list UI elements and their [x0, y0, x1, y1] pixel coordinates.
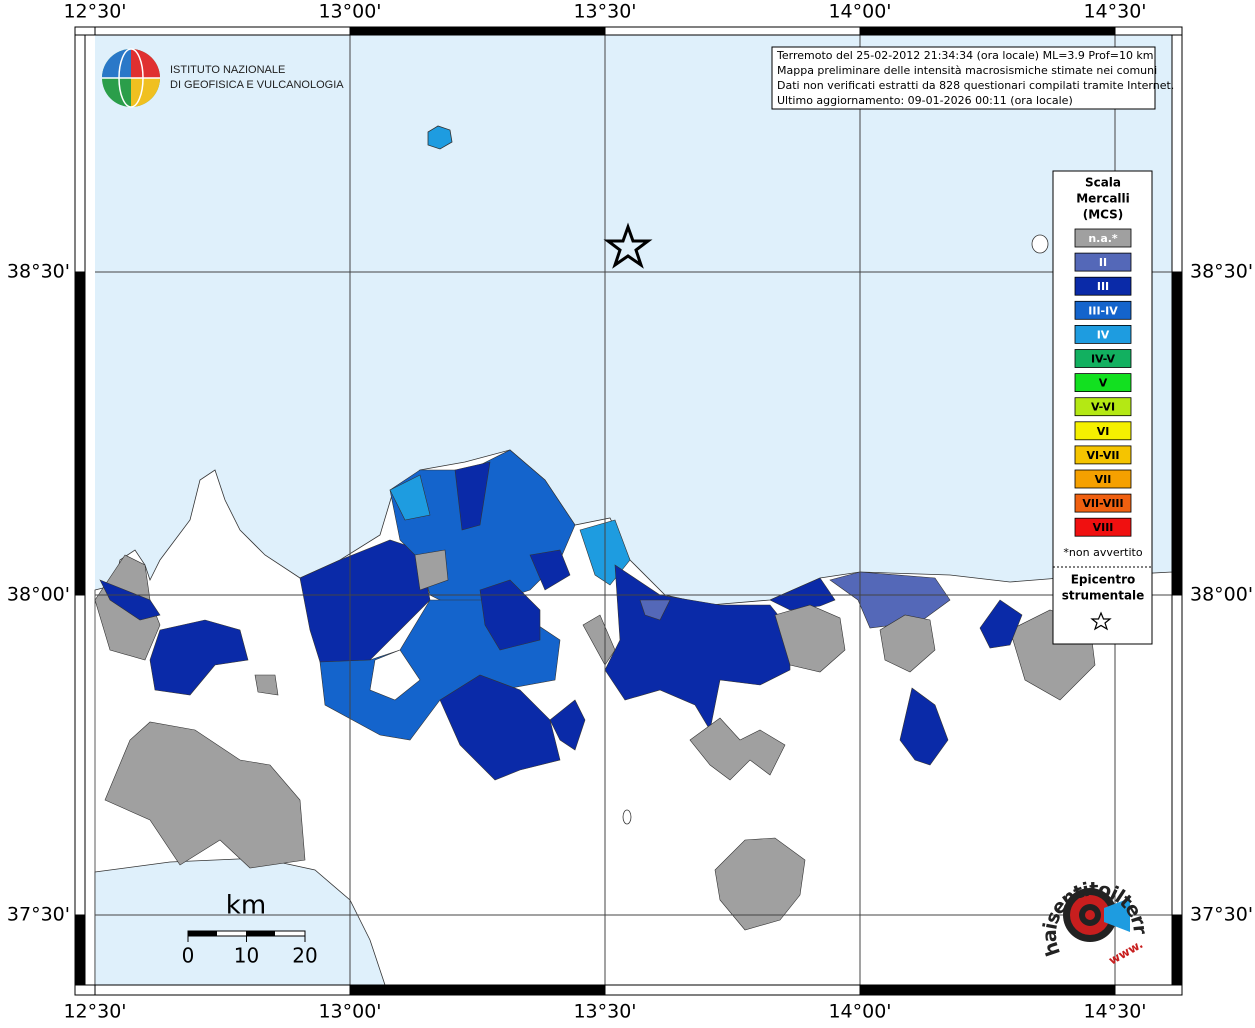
- legend-swatch: [1074, 517, 1132, 537]
- island: [1031, 234, 1049, 254]
- legend-label: VII: [1095, 473, 1112, 486]
- legend-label: n.a.*: [1088, 232, 1118, 245]
- lon-label: 14°00': [828, 1, 891, 23]
- legend-title: Mercalli: [1076, 192, 1130, 206]
- legend-title: (MCS): [1083, 208, 1124, 222]
- legend-label: IV: [1097, 328, 1110, 341]
- legend-epicenter: Epicentro: [1071, 573, 1136, 587]
- legend-title: Scala: [1085, 176, 1121, 190]
- lon-label: 12°30': [63, 1001, 126, 1023]
- lon-label: 14°00': [828, 1001, 891, 1023]
- frame-bar: [349, 26, 606, 36]
- lon-label: 13°30': [573, 1, 636, 23]
- legend-swatch: [1074, 493, 1132, 513]
- frame-bar: [859, 984, 1116, 996]
- legend-label: V: [1099, 377, 1108, 390]
- legend: Scala Mercalli (MCS) *non avvertito Epic…: [1052, 170, 1153, 645]
- frame-bar: [604, 984, 861, 996]
- legend-swatch: [1074, 300, 1132, 320]
- info-line: Ultimo aggiornamento: 09-01-2026 00:11 (…: [777, 94, 1073, 107]
- legend-swatch: [1074, 324, 1132, 344]
- scale-bar: km 0 10 20: [182, 891, 318, 968]
- legend-label: VII-VIII: [1082, 497, 1123, 510]
- intensity-areas: [94, 449, 1096, 931]
- scale-unit: km: [226, 891, 266, 921]
- frame-bar: [94, 984, 351, 996]
- scale-tick-label: 0: [182, 944, 195, 968]
- scale-tick-label: 20: [292, 944, 317, 968]
- legend-label: VI-VII: [1086, 449, 1119, 462]
- lat-label: 37°30': [1190, 904, 1253, 926]
- legend-label: III: [1097, 280, 1109, 293]
- legend-label: VI: [1097, 425, 1110, 438]
- logo-text: DI GEOFISICA E VULCANOLOGIA: [170, 79, 344, 91]
- legend-swatch: [1074, 469, 1132, 489]
- ustica: [427, 125, 453, 150]
- legend-swatch: [1074, 349, 1132, 368]
- info-line: Terremoto del 25-02-2012 21:34:34 (ora l…: [776, 49, 1154, 62]
- lat-label: 38°00': [1190, 584, 1253, 606]
- legend-epicenter: strumentale: [1062, 589, 1145, 603]
- lat-label: 38°30': [1190, 261, 1253, 283]
- info-box: [771, 46, 1156, 110]
- legend-swatch: [1074, 445, 1132, 465]
- scale-tick-label: 10: [234, 944, 259, 968]
- frame-bar: [94, 26, 351, 36]
- legend-swatch: [1074, 421, 1132, 441]
- epicenter-star: [603, 222, 653, 269]
- frame-bar: [74, 34, 86, 273]
- legend-label: II: [1099, 256, 1107, 269]
- frame: [74, 26, 1183, 996]
- frame-bar: [859, 26, 1116, 36]
- frame-bar: [349, 984, 606, 996]
- legend-swatch: [1074, 228, 1132, 248]
- legend-swatch: [1074, 252, 1132, 272]
- legend-swatch: [1074, 276, 1132, 296]
- legend-swatch: [1074, 397, 1132, 417]
- lon-label: 14°30': [1083, 1, 1146, 23]
- island: [622, 809, 632, 825]
- legend-label: VIII: [1093, 521, 1114, 534]
- frame-bar: [1171, 271, 1183, 596]
- lat-label: 37°30': [7, 904, 70, 926]
- legend-note: *non avvertito: [1063, 546, 1142, 559]
- legend-label: V-VI: [1091, 401, 1115, 414]
- graticule: [95, 35, 1172, 985]
- lat-label: 38°00': [7, 584, 70, 606]
- logo: ISTITUTO NAZIONALE DI GEOFISICA E VULCAN…: [102, 48, 344, 108]
- lon-label: 13°00': [318, 1, 381, 23]
- lon-label: 14°30': [1083, 1001, 1146, 1023]
- frame-bar: [74, 914, 86, 986]
- info-line: Mappa preliminare delle intensità macros…: [777, 64, 1157, 77]
- frame-bar: [74, 271, 86, 596]
- frame-bar: [74, 594, 86, 916]
- lon-label: 12°30': [63, 1, 126, 23]
- frame-bar: [604, 26, 861, 36]
- frame-bar: [1171, 914, 1183, 986]
- lon-label: 13°00': [318, 1001, 381, 1023]
- legend-label: IV-V: [1091, 353, 1116, 366]
- legend-swatch: [1074, 373, 1132, 393]
- legend-label: III-IV: [1088, 304, 1118, 317]
- info-line: Dati non verificati estratti da 828 ques…: [777, 79, 1174, 92]
- lon-label: 13°30': [573, 1001, 636, 1023]
- frame-bar: [1171, 594, 1183, 916]
- logo-text: ISTITUTO NAZIONALE: [170, 64, 285, 76]
- lat-label: 38°30': [7, 261, 70, 283]
- frame-bar: [1171, 34, 1183, 273]
